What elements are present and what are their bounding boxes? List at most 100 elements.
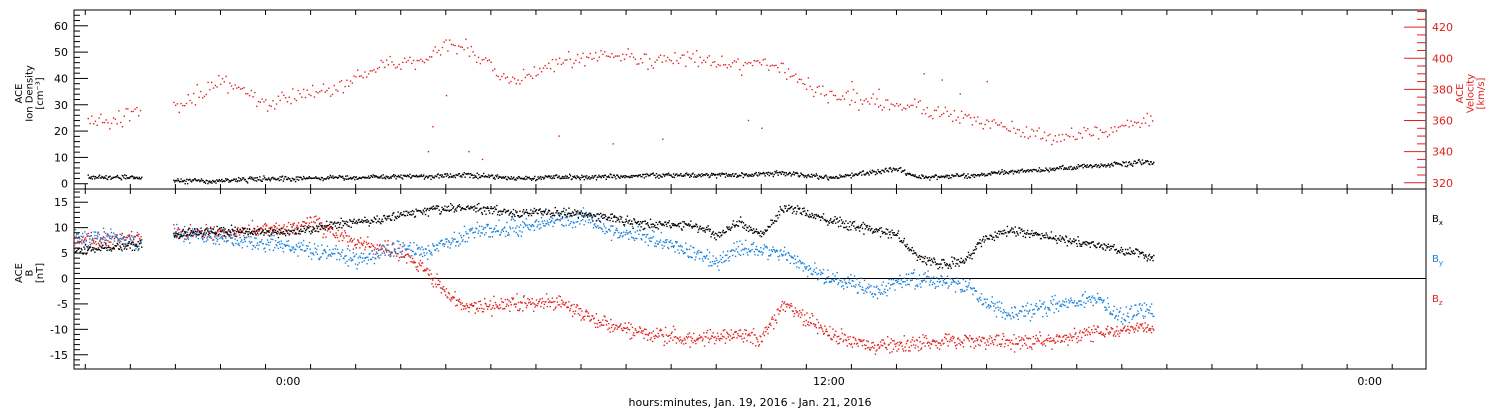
bz-point bbox=[376, 244, 377, 245]
density-point bbox=[90, 178, 91, 179]
density-point bbox=[531, 180, 532, 181]
by-point bbox=[775, 251, 776, 252]
density-point bbox=[1132, 165, 1133, 166]
by-point bbox=[238, 243, 239, 244]
density-point bbox=[256, 180, 257, 181]
bz-point bbox=[1018, 343, 1019, 344]
bz-point bbox=[1037, 338, 1038, 339]
density-point bbox=[900, 167, 901, 168]
by-point bbox=[658, 243, 659, 244]
velocity-point bbox=[987, 81, 988, 82]
by-point bbox=[649, 240, 650, 241]
velocity-point bbox=[485, 57, 486, 58]
velocity-point bbox=[683, 54, 684, 55]
bz-point bbox=[943, 343, 944, 344]
by-point bbox=[515, 227, 516, 228]
by-point bbox=[1142, 315, 1143, 316]
bz-point bbox=[573, 304, 574, 305]
by-point bbox=[1139, 303, 1140, 304]
bz-point bbox=[343, 235, 344, 236]
by-point bbox=[1032, 309, 1033, 310]
by-point bbox=[311, 258, 312, 259]
density-point bbox=[303, 176, 304, 177]
bx-point bbox=[139, 243, 140, 244]
density-point bbox=[624, 177, 625, 178]
bz-point bbox=[474, 302, 475, 303]
density-point bbox=[786, 172, 787, 173]
bz-point bbox=[352, 240, 353, 241]
velocity-point bbox=[537, 74, 538, 75]
density-point bbox=[871, 173, 872, 174]
bz-point bbox=[891, 338, 892, 339]
by-point bbox=[484, 234, 485, 235]
density-point bbox=[395, 178, 396, 179]
bz-point bbox=[768, 327, 769, 328]
bz-point bbox=[770, 325, 771, 326]
bz-point bbox=[495, 304, 496, 305]
by-point bbox=[1140, 308, 1141, 309]
by-point bbox=[1041, 306, 1042, 307]
by-point bbox=[972, 294, 973, 295]
bz-point bbox=[336, 235, 337, 236]
bx-point bbox=[119, 245, 120, 246]
by-point bbox=[420, 253, 421, 254]
by-point bbox=[332, 253, 333, 254]
by-point bbox=[673, 247, 674, 248]
density-point bbox=[585, 177, 586, 178]
by-point bbox=[384, 255, 385, 256]
bz-point bbox=[755, 345, 756, 346]
by-point bbox=[924, 280, 925, 281]
bz-point bbox=[532, 302, 533, 303]
by-point bbox=[1018, 319, 1019, 320]
bz-point bbox=[813, 323, 814, 324]
bz-point bbox=[1077, 336, 1078, 337]
bz-point bbox=[935, 345, 936, 346]
bz-point bbox=[301, 224, 302, 225]
by-point bbox=[408, 249, 409, 250]
bz-point bbox=[840, 338, 841, 339]
by-point bbox=[991, 301, 992, 302]
density-point bbox=[173, 180, 174, 181]
bz-point bbox=[938, 342, 939, 343]
bz-point bbox=[741, 338, 742, 339]
density-point bbox=[966, 175, 967, 176]
by-point bbox=[582, 219, 583, 220]
density-point bbox=[1001, 171, 1002, 172]
by-point bbox=[119, 234, 120, 235]
by-point bbox=[533, 225, 534, 226]
density-point bbox=[294, 179, 295, 180]
velocity-point bbox=[386, 59, 387, 60]
bx-point bbox=[106, 247, 107, 248]
by-point bbox=[682, 246, 683, 247]
density-point bbox=[406, 176, 407, 177]
velocity-point bbox=[449, 39, 450, 40]
density-point bbox=[890, 169, 891, 170]
velocity-point bbox=[234, 84, 235, 85]
bz-point bbox=[594, 318, 595, 319]
bz-point bbox=[528, 302, 529, 303]
bz-point bbox=[625, 328, 626, 329]
density-point bbox=[676, 173, 677, 174]
by-point bbox=[873, 286, 874, 287]
by-point bbox=[1149, 306, 1150, 307]
velocity-point bbox=[819, 86, 820, 87]
density-point bbox=[218, 181, 219, 182]
bz-point bbox=[480, 301, 481, 302]
bx-point bbox=[85, 244, 86, 245]
velocity-point bbox=[1029, 136, 1030, 137]
by-point bbox=[960, 289, 961, 290]
velocity-point bbox=[207, 82, 208, 83]
bz-point bbox=[889, 352, 890, 353]
bz-point bbox=[176, 237, 177, 238]
velocity-point bbox=[966, 115, 967, 116]
bz-point bbox=[854, 343, 855, 344]
bz-point bbox=[340, 236, 341, 237]
by-point bbox=[771, 249, 772, 250]
velocity-point bbox=[332, 94, 333, 95]
density-point bbox=[537, 179, 538, 180]
bz-point bbox=[993, 344, 994, 345]
by-point bbox=[1025, 305, 1026, 306]
velocity-point bbox=[445, 39, 446, 40]
velocity-point bbox=[1037, 130, 1038, 131]
bx-point bbox=[126, 248, 127, 249]
